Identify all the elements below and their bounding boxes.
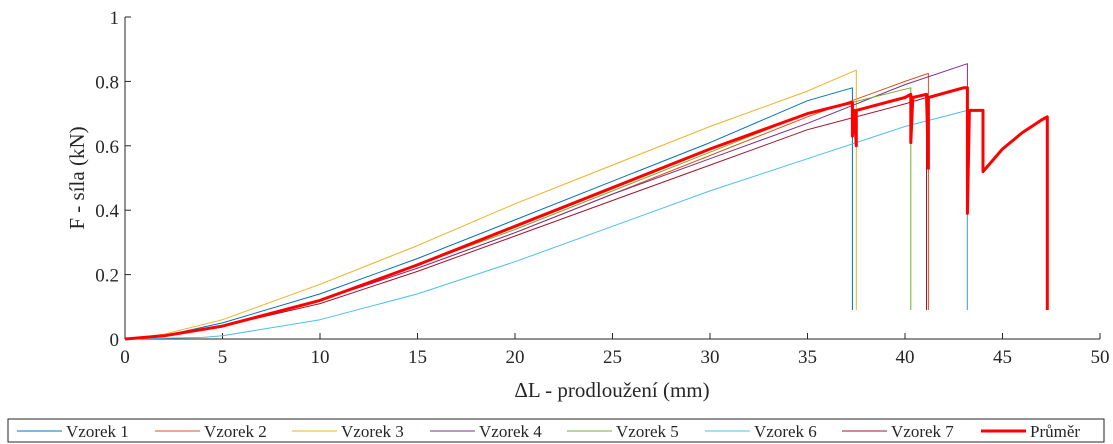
x-tick-label: 45 [993,347,1012,368]
x-axis-title: ΔL - prodloužení (mm) [514,378,709,402]
x-tick-label: 0 [120,347,130,368]
series-line-8 [124,86,1049,341]
x-tick-label: 30 [701,347,720,368]
x-tick-label: 40 [896,347,915,368]
x-tick-label: 5 [218,347,228,368]
legend: Vzorek 1 Vzorek 2 Vzorek 3 Vzorek 4 Vzorek 5… [7,418,1105,443]
x-tick-label: 20 [506,347,525,368]
y-axis-title: F - síla (kN) [65,126,89,229]
y-tick-label: 0.4 [95,201,119,222]
series-lines [124,63,1049,341]
x-tick-label: 10 [311,347,330,368]
y-tick-label: 0.8 [95,72,119,93]
x-tick-label: 35 [798,347,817,368]
series-line-1 [124,87,853,340]
series-line-3 [124,69,857,340]
legend-label: Vzorek 6 [754,422,817,441]
legend-label: Vzorek 7 [891,422,954,441]
legend-label: Vzorek 1 [66,422,129,441]
series-line-6 [124,109,968,340]
x-tick-label: 50 [1091,347,1110,368]
x-tick-label: 25 [603,347,622,368]
legend-label: Vzorek 2 [204,422,267,441]
legend-label: Vzorek 4 [479,422,542,441]
y-tick-label: 0.6 [95,137,119,158]
y-tick-label: 0.2 [95,266,119,287]
legend-label: Vzorek 3 [341,422,404,441]
x-ticks: 0 5 10 15 20 25 30 35 40 45 50 [120,333,1110,368]
y-tick-label: 0 [110,330,120,351]
legend-label: Průměr [1030,422,1080,441]
y-ticks: 0 0.2 0.4 0.6 0.8 1 [95,8,131,351]
y-tick-label: 1 [110,8,120,29]
legend-box [7,418,1105,443]
legend-label: Vzorek 5 [616,422,679,441]
series-line-5 [124,87,912,340]
chart-axes [124,17,1100,340]
x-tick-label: 15 [408,347,427,368]
series-line-7 [124,97,927,340]
